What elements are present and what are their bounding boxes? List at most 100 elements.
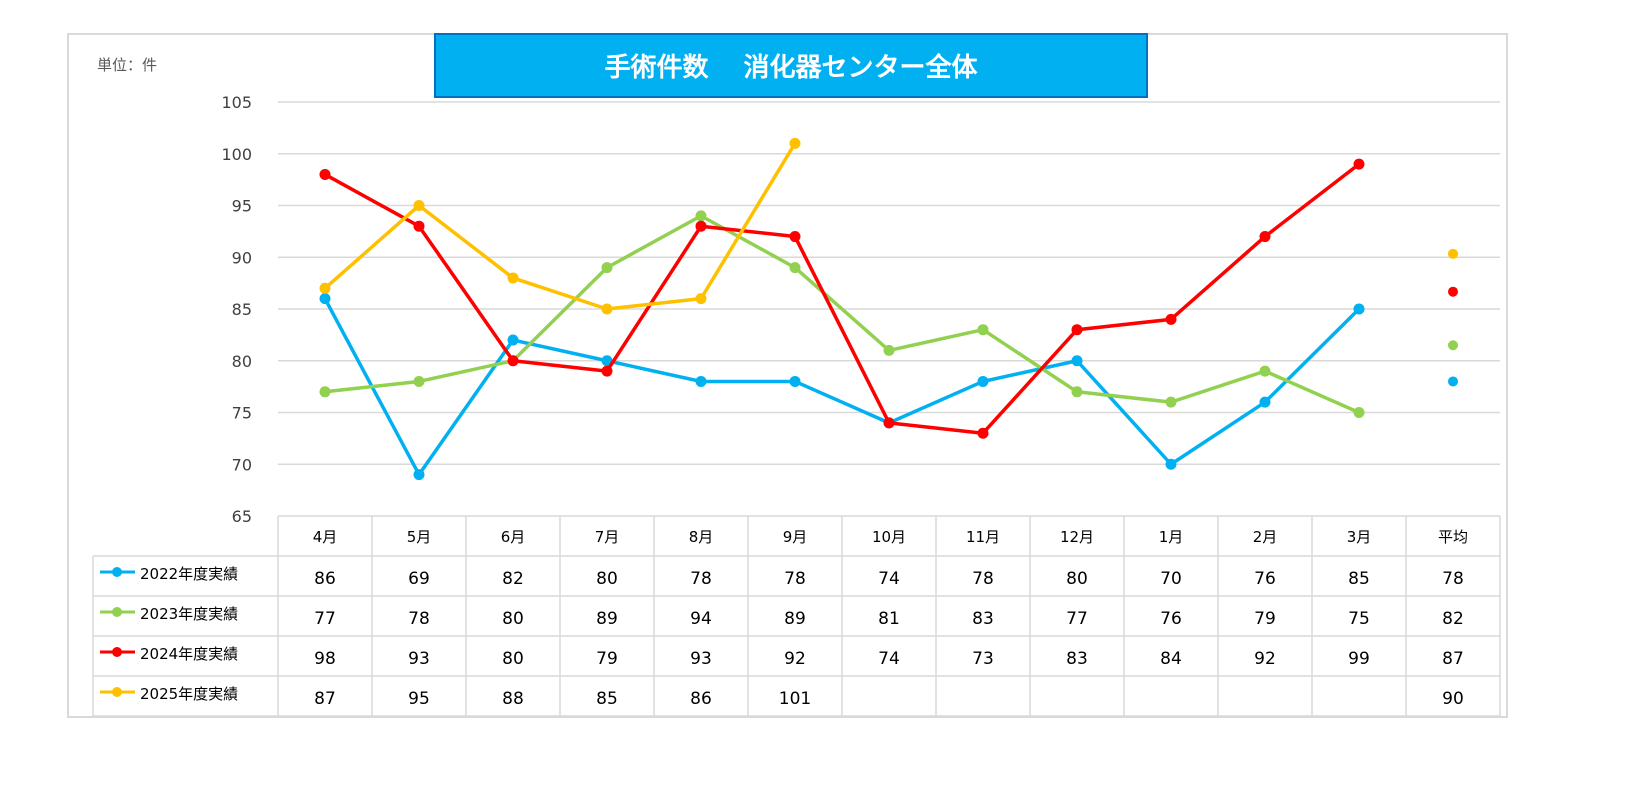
table-cell-value: 74: [878, 569, 900, 589]
average-point: [1448, 286, 1458, 297]
data-point: [789, 375, 801, 387]
x-category-label: 2月: [1253, 528, 1278, 546]
data-point: [1353, 407, 1365, 418]
y-tick-label: 65: [232, 507, 252, 526]
data-point: [695, 220, 707, 232]
data-point: [1353, 303, 1365, 315]
table-cell-average: 82: [1442, 609, 1464, 629]
table-cell-value: 76: [1254, 569, 1276, 589]
data-point: [601, 303, 613, 315]
legend-label: 2024年度実績: [140, 645, 238, 663]
table-cell-average: 87: [1442, 649, 1464, 669]
table-cell-value: 70: [1160, 569, 1182, 589]
x-category-label: 8月: [689, 528, 714, 546]
table-cell-value: 86: [690, 689, 712, 709]
series-4: [319, 137, 1458, 315]
table-cell-value: 93: [690, 649, 712, 669]
average-point: [1448, 376, 1458, 387]
table-cell-value: 89: [596, 609, 618, 629]
series-line: [324, 162, 1361, 435]
y-tick-label: 105: [221, 93, 252, 112]
legend-marker: [112, 607, 122, 617]
data-point: [977, 375, 989, 387]
data-point: [1259, 396, 1271, 408]
x-category-label: 1月: [1159, 528, 1184, 546]
table-cell-value: 80: [502, 649, 524, 669]
table-cell-value: 93: [408, 649, 430, 669]
data-point: [507, 272, 519, 284]
y-tick-label: 85: [232, 300, 252, 319]
table-cell-value: 79: [1254, 609, 1276, 629]
table-cell-value: 99: [1348, 649, 1370, 669]
x-category-label: 12月: [1060, 528, 1094, 546]
data-point: [507, 355, 519, 367]
legend-label: 2023年度実績: [140, 605, 238, 623]
table-cell-value: 69: [408, 569, 430, 589]
x-category-label: 7月: [595, 528, 620, 546]
x-category-label: 4月: [313, 528, 338, 546]
table-cell-value: 79: [596, 649, 618, 669]
data-point: [601, 365, 613, 377]
table-cell-value: 89: [784, 609, 806, 629]
data-point: [1071, 386, 1083, 398]
table-cell-value: 83: [1066, 649, 1088, 669]
table-cell-value: 94: [690, 609, 712, 629]
data-point: [883, 344, 895, 356]
data-point: [319, 386, 331, 398]
x-category-label: 5月: [407, 528, 432, 546]
table-cell-value: 75: [1348, 609, 1370, 629]
y-tick-label: 100: [221, 145, 252, 164]
data-point: [319, 282, 331, 294]
data-point: [789, 137, 801, 149]
data-point: [413, 375, 425, 387]
data-point: [413, 220, 425, 232]
table-cell-average: 90: [1442, 689, 1464, 709]
average-header: 平均: [1438, 528, 1468, 546]
legend-marker: [112, 567, 122, 577]
y-tick-label: 90: [232, 248, 252, 267]
data-point: [1259, 365, 1271, 377]
x-category-label: 10月: [872, 528, 906, 546]
data-point: [601, 262, 613, 274]
table-cell-value: 77: [314, 609, 336, 629]
table-cell-value: 83: [972, 609, 994, 629]
title-box: [434, 33, 1148, 98]
table-cell-value: 86: [314, 569, 336, 589]
table-cell-value: 78: [784, 569, 806, 589]
legend-label: 2022年度実績: [140, 565, 238, 583]
table-cell-value: 74: [878, 649, 900, 669]
table-cell-value: 88: [502, 689, 524, 709]
table-cell-value: 80: [596, 569, 618, 589]
average-point: [1448, 248, 1458, 259]
data-point: [789, 262, 801, 274]
data-point: [1259, 231, 1271, 243]
x-category-label: 9月: [783, 528, 808, 546]
table-cell-value: 81: [878, 609, 900, 629]
y-tick-label: 95: [232, 197, 252, 216]
y-tick-label: 70: [232, 455, 252, 474]
table-cell-value: 84: [1160, 649, 1182, 669]
table-cell-value: 76: [1160, 609, 1182, 629]
data-point: [977, 427, 989, 439]
data-table: 4月 5月 6月 7月 8月 9月 10月 11月 12月 1月 2月 3月 平均 2022年度実績 86 6…: [92, 515, 1501, 717]
data-point: [977, 324, 989, 336]
table-cell-value: 92: [784, 649, 806, 669]
table-cell-value: 78: [972, 569, 994, 589]
data-point: [1071, 324, 1083, 336]
table-cell-value: 80: [502, 609, 524, 629]
table-cell-value: 77: [1066, 609, 1088, 629]
legend-label: 2025年度実績: [140, 685, 238, 703]
table-cell-value: 92: [1254, 649, 1276, 669]
data-point: [413, 200, 425, 211]
data-point: [601, 355, 613, 367]
legend-marker: [112, 687, 122, 697]
data-point: [507, 334, 519, 346]
data-point: [695, 293, 707, 305]
data-point: [695, 375, 707, 387]
table-cell-value: 95: [408, 689, 430, 709]
series-3: [319, 158, 1458, 439]
table-cell-average: 78: [1442, 569, 1464, 589]
unit-label: 単位：件: [97, 56, 157, 74]
table-cell-value: 101: [779, 689, 811, 709]
